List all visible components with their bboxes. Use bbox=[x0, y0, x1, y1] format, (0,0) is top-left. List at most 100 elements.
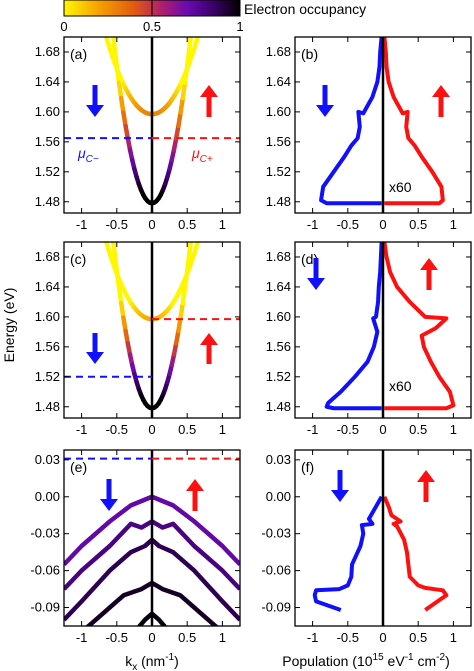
band-2-segment bbox=[77, 113, 79, 125]
spin-down-arrow-e bbox=[100, 479, 118, 511]
x-tick-label: 0 bbox=[148, 422, 155, 437]
band-1-segment bbox=[121, 315, 128, 334]
panel-d: -1 -0.5 0 0.5 11.481.521.561.601.641.68 (d) bbox=[266, 241, 472, 437]
spin-up-population-line bbox=[382, 242, 456, 411]
band-1-segment bbox=[194, 194, 196, 215]
band-2-segment bbox=[93, 189, 95, 198]
y-tick-label: 0.03 bbox=[266, 452, 291, 467]
x60-label-d: x60 bbox=[389, 378, 412, 394]
band-1-segment bbox=[187, 37, 193, 51]
y-tick-label: 1.48 bbox=[266, 194, 291, 209]
x-tick-label: -1 bbox=[76, 217, 88, 232]
panel-c: -1 -0.5 0 0.5 1 1.48 1.52 1.56 1.60 1.64 1.68 (c) bbox=[35, 17, 241, 437]
y-tick-label: 1.52 bbox=[266, 369, 291, 384]
band-1-segment bbox=[176, 110, 183, 129]
y-tick-label: 1.68 bbox=[35, 44, 60, 59]
band-1-segment bbox=[118, 300, 126, 320]
x-tick-label: -0.5 bbox=[106, 630, 128, 645]
band-2-segment bbox=[68, 62, 70, 75]
panel-label: (c) bbox=[70, 251, 86, 267]
band-2-segment bbox=[101, 225, 103, 233]
band-2-segment bbox=[66, 48, 68, 62]
band-1-segment bbox=[207, 45, 209, 72]
band-1-segment bbox=[111, 242, 117, 256]
spin-down-arrow-d bbox=[307, 258, 325, 290]
band-1-segment bbox=[196, 172, 198, 194]
band-2-segment bbox=[203, 216, 205, 224]
band-2-segment bbox=[193, 37, 201, 46]
band-1-segment bbox=[108, 194, 110, 215]
x-tick-label: 1 bbox=[219, 422, 226, 437]
band-2-segment bbox=[79, 125, 81, 137]
x-tick-label: 0 bbox=[379, 217, 386, 232]
y-tick-label: 1.64 bbox=[35, 279, 60, 294]
band-1-segment bbox=[187, 242, 193, 256]
panel-b: -1 -0.5 0 0.5 1 1.48 1.52 1.56 1.60 1.64 1.68 (b) bbox=[266, 36, 472, 232]
spin-up-arrow-c bbox=[200, 333, 218, 364]
x-tick-label: 0.5 bbox=[409, 630, 427, 645]
band-2-segment bbox=[229, 88, 231, 101]
x-tick-label: -1 bbox=[307, 217, 319, 232]
panel-e: -1 -0.5 0 0.5 1 -0.09 -0.06 -0.03 0.00 0.03 (e) bbox=[30, 449, 241, 645]
x-tick-label: 0 bbox=[379, 630, 386, 645]
band-2-segment bbox=[233, 62, 235, 75]
band-2-segment bbox=[88, 169, 90, 179]
x-tick-label: -1 bbox=[76, 422, 88, 437]
spin-up-arrow-b bbox=[432, 85, 450, 117]
band-2-segment bbox=[104, 242, 108, 243]
band-2-segment bbox=[95, 199, 97, 208]
band-2-segment bbox=[99, 216, 101, 224]
x-tick-label: -0.5 bbox=[337, 630, 359, 645]
band-2-segment bbox=[200, 20, 202, 28]
y-tick-label: -0.09 bbox=[30, 600, 60, 615]
x-tick-label: 0 bbox=[148, 217, 155, 232]
y-tick-label: 1.56 bbox=[35, 339, 60, 354]
band-2-segment bbox=[101, 20, 103, 28]
x-axis-label-left: kx (nm-1) bbox=[125, 652, 179, 671]
y-axis-label: Energy (eV) bbox=[1, 288, 17, 363]
y-tick-label: -0.03 bbox=[261, 526, 291, 541]
band-2-segment bbox=[75, 101, 77, 113]
x-tick-label: -1 bbox=[307, 422, 319, 437]
plot-area bbox=[66, 17, 238, 411]
band-1-segment bbox=[116, 285, 124, 306]
y-tick-label: 1.52 bbox=[35, 164, 60, 179]
band-2-segment bbox=[196, 242, 200, 243]
band-2-segment bbox=[200, 225, 202, 233]
band-2-segment bbox=[196, 37, 200, 38]
band-1-segment bbox=[209, 17, 211, 45]
band-1-segment bbox=[99, 99, 101, 124]
band-1-segment bbox=[101, 124, 103, 148]
x-tick-label: 1 bbox=[450, 422, 457, 437]
x-tick-label: 1 bbox=[219, 630, 226, 645]
band-2-segment bbox=[90, 179, 92, 189]
x-tick-label: -0.5 bbox=[106, 217, 128, 232]
y-tick-label: 1.64 bbox=[35, 74, 60, 89]
y-tick-label: 1.56 bbox=[266, 134, 291, 149]
band-1-segment bbox=[178, 95, 186, 115]
y-tick-label: 0.00 bbox=[266, 489, 291, 504]
band-2-segment bbox=[211, 179, 213, 189]
band-1-segment bbox=[178, 300, 186, 320]
y-tick-label: 0.03 bbox=[35, 452, 60, 467]
band-2-segment bbox=[214, 169, 216, 179]
band-2-segment bbox=[236, 48, 238, 62]
band-2-segment bbox=[193, 242, 201, 251]
band-2-segment bbox=[216, 159, 218, 170]
x-tick-label: 1 bbox=[450, 217, 457, 232]
x-tick-label: 0.5 bbox=[178, 217, 196, 232]
plot-area bbox=[319, 37, 445, 206]
band-2-segment bbox=[97, 208, 99, 217]
band-2-segment bbox=[227, 101, 229, 113]
spin-down-arrow-b bbox=[316, 85, 334, 117]
y-tick-label: 1.60 bbox=[266, 309, 291, 324]
x-tick-label: 0 bbox=[379, 422, 386, 437]
band-2-segment bbox=[71, 75, 73, 88]
panel-label: (f) bbox=[301, 459, 314, 475]
y-tick-label: 1.60 bbox=[266, 104, 291, 119]
x-tick-label: 0.5 bbox=[178, 630, 196, 645]
band-1-segment bbox=[121, 110, 128, 129]
colorbar-tick-1: 1 bbox=[236, 19, 243, 34]
spin-up-population-line bbox=[382, 37, 445, 206]
